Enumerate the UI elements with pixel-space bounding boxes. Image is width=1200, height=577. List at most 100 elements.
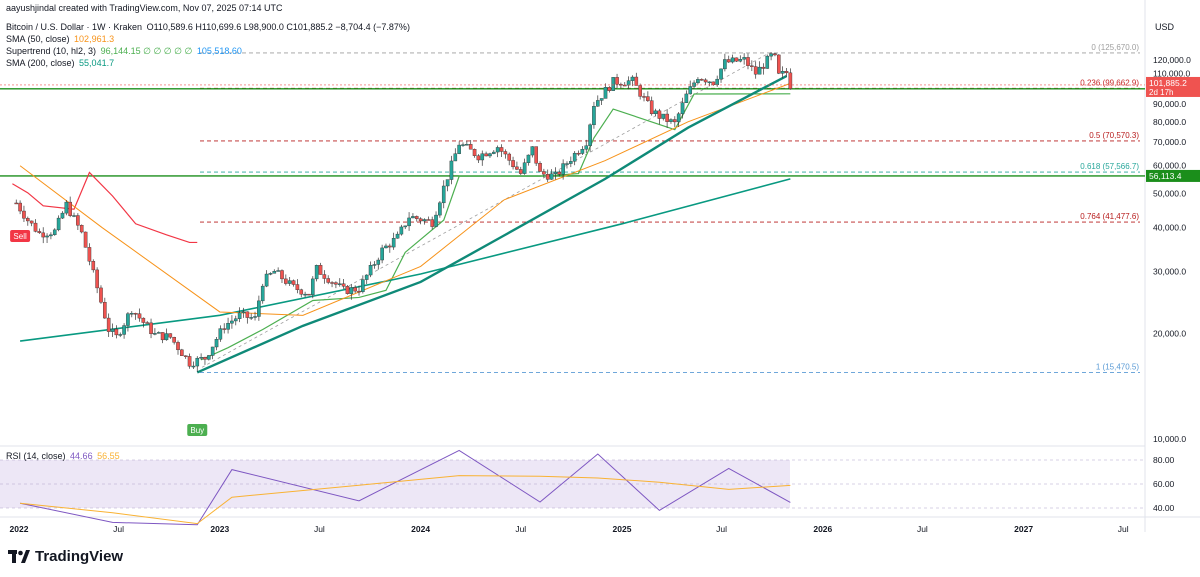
rsi-ma-value: 56.55 [97,451,120,461]
candle-body [480,153,485,161]
rsi-line [19,449,791,526]
signal-label: Buy [190,426,204,435]
time-tick-label: 2022 [10,524,29,534]
candle-body [526,154,531,163]
candle-body [730,57,735,63]
candle-body [434,214,438,227]
time-tick-label: 2023 [210,524,229,534]
candle-body [380,247,384,261]
level-tag [1146,169,1200,182]
sma50-label: SMA (50, close) [6,34,70,44]
candle-body [468,144,473,150]
candle-body [572,152,577,162]
candle-body [780,70,785,74]
candle-body [395,233,400,239]
price-tick-label: 40,000.0 [1153,223,1186,233]
candle-body [403,225,408,228]
candle-body [565,163,569,165]
candle-body [145,322,149,324]
candle-body [180,349,184,356]
candle-body [295,284,300,290]
candle-body [303,293,307,296]
candle-body [661,113,666,119]
candle-body [133,313,138,315]
candle-body [545,174,550,180]
price-tick-label: 110,000.0 [1153,68,1190,78]
symbol-title: Bitcoin / U.S. Dollar · 1W · Kraken [6,22,143,32]
candle-body [488,153,492,157]
tradingview-logo[interactable]: TradingView [8,548,123,565]
candle-body [110,328,115,332]
candle-body [453,153,458,162]
candle-body [56,217,61,231]
candle-body [183,355,188,357]
candle-body [195,357,200,367]
candle-body [310,278,315,296]
candle-body [715,78,719,86]
supertrend-legend[interactable]: Supertrend (10, hl2, 3) 96,144.15 ∅ ∅ ∅ … [6,46,244,57]
candle-body [357,290,361,293]
sma50-legend[interactable]: SMA (50, close) 102,961.3 [6,34,116,44]
candle-body [126,313,130,326]
time-tick-label: Jul [917,524,928,534]
candle-body [399,226,404,235]
candle-body [376,259,381,265]
candle-body [33,222,38,232]
candle-body [164,333,169,341]
candle-body [584,145,589,150]
rsi-tick-label: 80.00 [1153,455,1175,465]
candle-body [291,280,296,285]
candle-body [168,333,173,338]
candle-body [361,279,365,292]
sma200-label: SMA (200, close) [6,58,75,68]
candle-body [318,265,323,275]
time-tick-label: Jul [113,524,124,534]
candle-body [495,147,500,153]
rsi-legend[interactable]: RSI (14, close) 44.66 56.55 [6,451,122,461]
candle-body [160,332,165,341]
candle-body [511,160,515,168]
candle-body [22,210,26,219]
sma200-legend[interactable]: SMA (200, close) 55,041.7 [6,58,116,68]
fib-label: 0.5 (70,570.3) [1089,131,1139,140]
candle-body [18,202,22,212]
candle-body [530,146,535,156]
candle-body [503,151,508,155]
candle-body [761,66,766,69]
candle-body [199,357,203,359]
candles-group [14,51,793,372]
candle-body [368,265,373,276]
time-tick-label: Jul [515,524,526,534]
candle-body [418,218,423,222]
candle-body [26,218,30,222]
candle-body [307,293,311,296]
candle-body [364,274,369,280]
ohlc-values: O110,589.6 H110,699.6 L98,900.0 C101,885… [146,22,410,32]
price-tick-label: 30,000.0 [1153,266,1186,276]
time-tick-label: 2024 [411,524,430,534]
price-tick-label: 20,000.0 [1153,328,1186,338]
candle-body [499,147,504,152]
time-tick-label: Jul [716,524,727,534]
candle-body [137,313,142,319]
last-price-tag [1146,76,1200,97]
candle-body [103,302,107,319]
time-tick-label: 2025 [613,524,632,534]
candle-body [222,328,227,330]
candle-body [711,81,716,86]
rsi-ma-line [20,475,791,525]
sma50-value: 102,961.3 [74,34,115,44]
candle-body [507,153,512,161]
candle-body [172,336,176,343]
currency-label: USD [1155,22,1175,32]
candle-body [129,313,134,315]
time-tick-label: Jul [1118,524,1129,534]
candle-body [141,317,146,323]
candle-body [599,98,604,101]
sma200-line [19,178,791,342]
candle-body [561,163,565,175]
candle-body [241,311,246,313]
candle-body [611,77,615,91]
candle-body [646,96,650,101]
